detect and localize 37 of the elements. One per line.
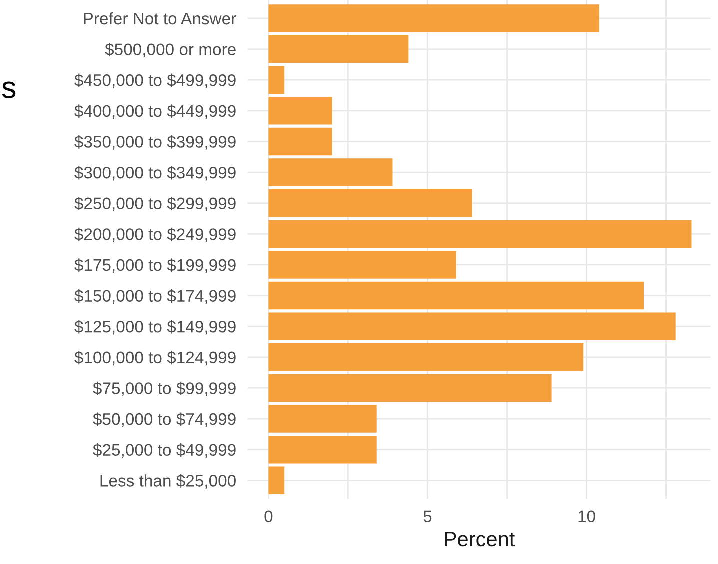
x-tick-label: 10 xyxy=(578,510,596,522)
y-tick-label: $100,000 to $124,999 xyxy=(74,351,236,366)
bar xyxy=(268,436,377,464)
bar xyxy=(268,312,676,340)
y-tick-label: $250,000 to $299,999 xyxy=(74,197,236,212)
y-tick-label: $500,000 or more xyxy=(105,43,236,58)
bar xyxy=(268,189,472,218)
bar xyxy=(268,35,409,64)
y-tick-label: $200,000 to $249,999 xyxy=(74,228,236,242)
y-tick-label: Less than $25,000 xyxy=(100,474,236,489)
bar xyxy=(268,251,456,279)
bar xyxy=(268,128,332,156)
y-tick-label: $175,000 to $199,999 xyxy=(74,258,236,274)
bar xyxy=(268,158,393,186)
bar xyxy=(268,220,692,248)
bar xyxy=(268,4,600,32)
bar xyxy=(268,374,552,402)
x-tick-label: 0 xyxy=(264,510,273,522)
bar xyxy=(268,97,332,125)
y-tick-label: Prefer Not to Answer xyxy=(84,12,236,25)
x-axis-title: Percent xyxy=(445,532,516,547)
text: s xyxy=(2,82,16,98)
y-tick-label: $300,000 to $349,999 xyxy=(74,166,236,181)
y-tick-label: $25,000 to $49,999 xyxy=(93,444,236,458)
y-tick-label: $350,000 to $399,999 xyxy=(74,135,236,150)
y-tick-label: $450,000 to $499,999 xyxy=(74,74,236,88)
y-tick-label: $125,000 to $149,999 xyxy=(74,320,236,335)
bar xyxy=(268,405,377,433)
y-tick-label: $150,000 to $174,999 xyxy=(74,289,236,304)
x-tick-label: 5 xyxy=(424,510,432,522)
bar xyxy=(268,344,584,372)
y-tick-label: $50,000 to $74,999 xyxy=(93,412,236,428)
bar xyxy=(268,66,285,94)
y-tick-label: $75,000 to $99,999 xyxy=(93,382,236,396)
bar xyxy=(268,466,285,495)
bar xyxy=(268,282,644,310)
y-tick-label: $400,000 to $449,999 xyxy=(74,104,236,120)
